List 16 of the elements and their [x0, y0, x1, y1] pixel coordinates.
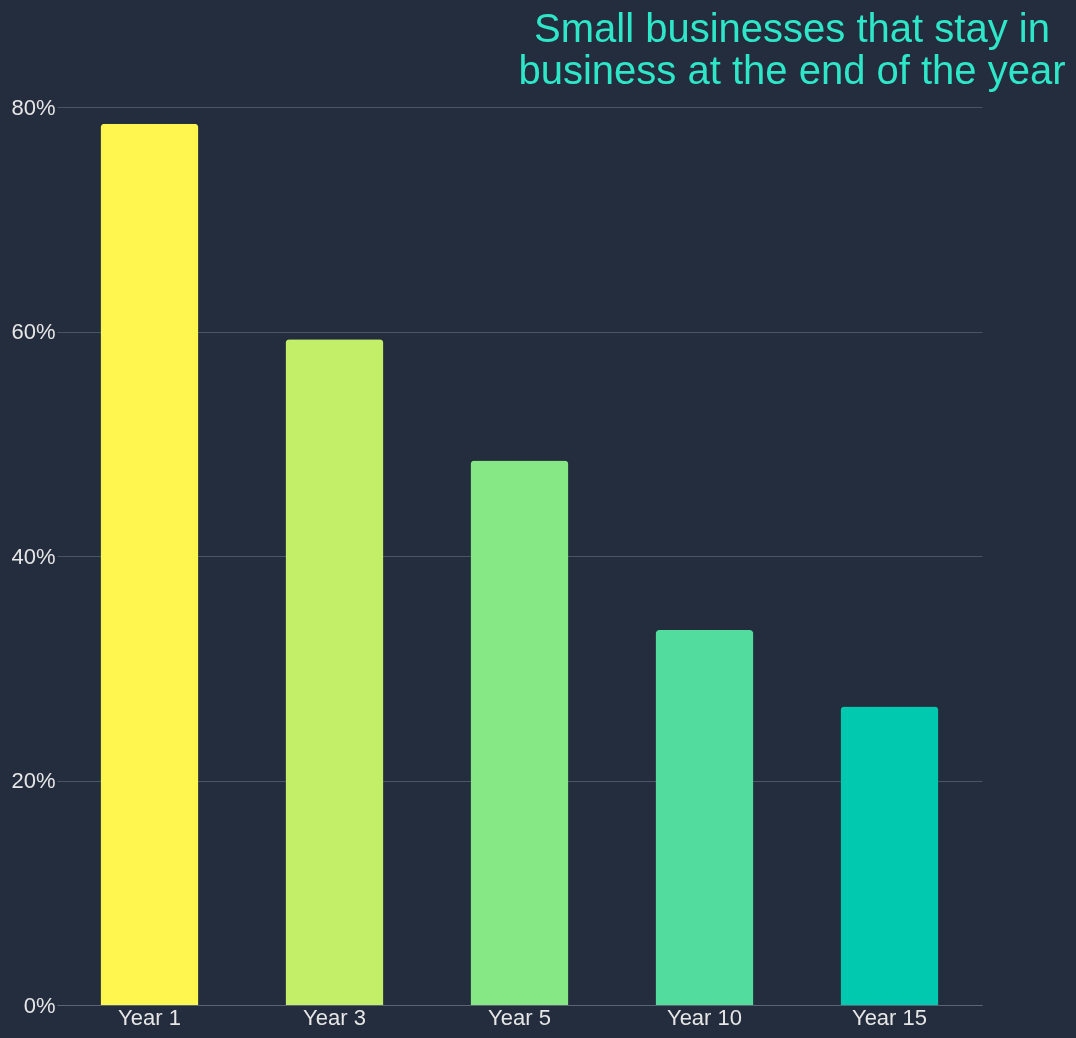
y-tick-label: 20% — [11, 768, 56, 793]
y-tick-label: 80% — [11, 94, 56, 120]
y-tick-label: 40% — [11, 543, 56, 569]
x-tick-label: Year 5 — [488, 1004, 551, 1030]
bar — [470, 460, 569, 1005]
x-tick-label: Year 10 — [666, 1004, 743, 1030]
y-tick-label: 60% — [11, 319, 56, 344]
bar — [655, 630, 754, 1005]
x-tick-label: Year 3 — [303, 1004, 366, 1030]
x-tick-label: Year 1 — [118, 1004, 181, 1030]
x-tick-label: Year 15 — [851, 1004, 928, 1030]
bar — [285, 339, 384, 1005]
bar — [100, 123, 199, 1005]
y-tick-label: 0% — [23, 992, 56, 1018]
chart-title: Small businesses that stay in business at the end of the year — [518, 6, 1066, 92]
bar — [840, 706, 939, 1005]
